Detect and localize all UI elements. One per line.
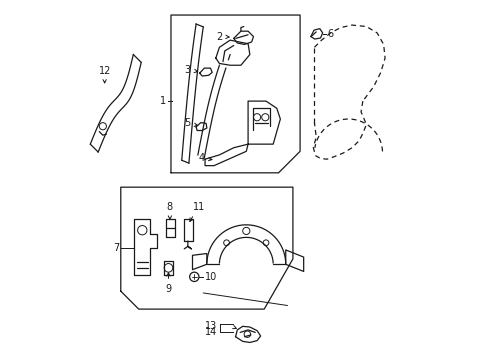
Text: 13: 13 bbox=[205, 321, 217, 331]
Text: 11: 11 bbox=[189, 202, 204, 221]
Text: 10: 10 bbox=[204, 272, 217, 282]
Text: 5: 5 bbox=[183, 118, 197, 128]
Text: 12: 12 bbox=[98, 66, 111, 83]
Text: 1: 1 bbox=[159, 96, 165, 106]
Text: 7: 7 bbox=[113, 243, 119, 253]
Text: 14: 14 bbox=[205, 327, 217, 337]
Text: 8: 8 bbox=[166, 202, 173, 219]
Text: 6: 6 bbox=[327, 29, 333, 39]
Text: 4: 4 bbox=[198, 153, 212, 163]
Text: 2: 2 bbox=[216, 32, 229, 41]
Text: 3: 3 bbox=[184, 64, 197, 75]
Text: 9: 9 bbox=[165, 273, 171, 294]
